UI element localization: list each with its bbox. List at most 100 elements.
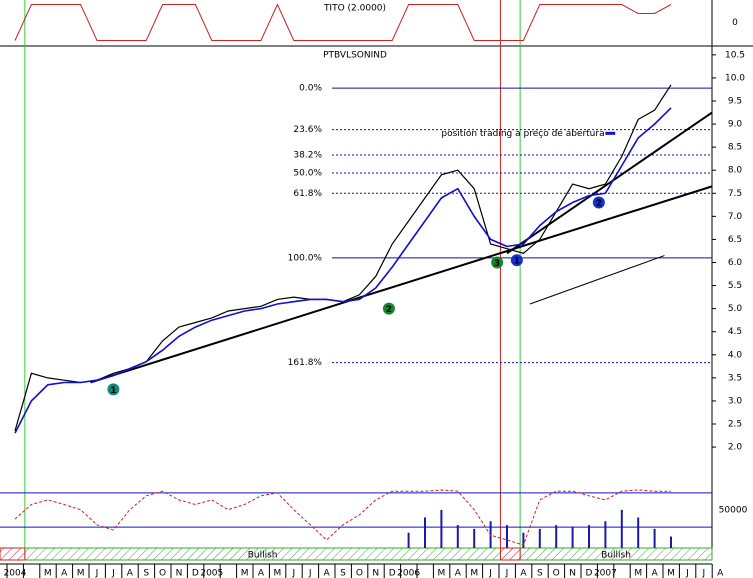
tito-title: TITO (2.0000): [323, 4, 386, 14]
trend-line: [90, 185, 713, 384]
tito-line: [14, 3, 672, 41]
y-tick-label: 8.0: [728, 166, 743, 176]
x-tick-label: J: [488, 569, 492, 578]
bearish-band: [0, 547, 26, 561]
x-tick-label: 2005: [200, 569, 223, 578]
y-tick-label: 2.5: [728, 420, 742, 430]
regime-label: Bullish: [601, 551, 631, 561]
marker-label: 2: [596, 199, 602, 209]
volume-bar: [637, 517, 640, 548]
x-tick-label: J: [95, 569, 99, 578]
y-tick-label: 5.5: [728, 281, 742, 291]
volume-bar: [440, 509, 443, 548]
volume-bar: [620, 509, 623, 548]
x-tick-label: A: [324, 569, 331, 578]
x-tick-label: M: [241, 569, 249, 578]
y-tick-label: 4.0: [728, 350, 743, 360]
tito-tick-label: 0: [732, 18, 738, 28]
x-tick-label: M: [667, 569, 675, 578]
y-tick-label: 3.0: [728, 396, 743, 406]
x-tick-label: J: [505, 569, 509, 578]
volume-bar: [506, 525, 508, 548]
x-tick-label: M: [44, 569, 52, 578]
volume-bar: [538, 528, 541, 548]
x-tick-label: N: [176, 569, 183, 578]
x-tick-label: O: [356, 569, 363, 578]
x-tick-label: O: [553, 569, 560, 578]
x-tick-label: J: [685, 569, 689, 578]
fib-label: 100.0%: [288, 253, 323, 263]
x-tick-label: M: [274, 569, 282, 578]
fib-label: 161.8%: [288, 358, 323, 368]
y-tick-label: 5.0: [728, 304, 743, 314]
x-tick-label: 2006: [397, 569, 420, 578]
y-tick-label: 3.5: [728, 373, 742, 383]
y-tick-label: 6.0: [728, 258, 743, 268]
marker-label: 2: [386, 305, 392, 315]
x-tick-label: 2004: [4, 569, 27, 578]
x-tick-label: J: [701, 569, 705, 578]
x-tick-label: S: [537, 569, 543, 578]
x-tick-label: A: [61, 569, 68, 578]
fib-label: 61.8%: [293, 189, 322, 199]
trend-line: [506, 111, 713, 255]
marker: [491, 256, 504, 269]
x-tick-label: A: [717, 569, 724, 578]
bearish-band: [499, 547, 521, 561]
fib-label: 0.0%: [299, 84, 322, 94]
fib-label: 38.2%: [293, 150, 322, 160]
x-tick-label: M: [470, 569, 478, 578]
x-tick-label: A: [258, 569, 265, 578]
x-tick-label: N: [372, 569, 379, 578]
trend-line: [529, 255, 665, 305]
y-tick-label: 2.0: [728, 443, 743, 453]
marker: [592, 196, 605, 209]
annotation: position trading a preço de abertura: [441, 129, 604, 139]
fib-label: 23.6%: [293, 125, 322, 135]
volume-bar: [604, 521, 607, 548]
marker: [510, 254, 523, 267]
volume-bar: [522, 532, 525, 548]
x-tick-label: A: [520, 569, 527, 578]
x-tick-label: A: [652, 569, 659, 578]
marker-label: 1: [514, 257, 520, 267]
fib-label: 50.0%: [293, 168, 322, 178]
marker-label: 3: [494, 259, 500, 269]
x-tick-label: D: [192, 569, 199, 578]
x-tick-label: A: [127, 569, 134, 578]
volume-tick-label: 50000: [719, 505, 748, 515]
x-tick-label: J: [291, 569, 295, 578]
y-tick-label: 7.0: [728, 212, 743, 222]
y-tick-label: 10.5: [725, 50, 745, 60]
y-tick-label: 6.5: [728, 235, 742, 245]
x-tick-label: O: [159, 569, 166, 578]
y-tick-label: 7.5: [728, 189, 742, 199]
volume-bar: [473, 528, 476, 548]
x-tick-label: S: [143, 569, 149, 578]
y-tick-label: 8.5: [728, 143, 742, 153]
y-tick-label: 10.0: [725, 73, 745, 83]
x-tick-label: D: [389, 569, 396, 578]
y-tick-label: 9.0: [728, 120, 743, 130]
marker: [382, 302, 395, 315]
volume-bar: [571, 526, 574, 548]
x-tick-label: J: [308, 569, 312, 578]
regime-label: Bullish: [248, 551, 278, 561]
volume-bar: [424, 517, 426, 548]
volume-bar: [407, 532, 410, 548]
y-tick-label: 9.5: [728, 96, 742, 106]
x-tick-label: N: [569, 569, 576, 578]
volume-bar: [670, 536, 672, 548]
marker-label: 1: [110, 386, 116, 396]
x-tick-label: M: [77, 569, 85, 578]
x-tick-label: D: [586, 569, 593, 578]
x-tick-label: S: [340, 569, 346, 578]
chart-title: PTBVLSONIND: [323, 51, 387, 61]
marker: [107, 383, 120, 396]
oscillator-line: [14, 489, 671, 546]
y-tick-label: 4.5: [728, 327, 742, 337]
x-tick-label: A: [455, 569, 462, 578]
x-tick-label: 2007: [594, 569, 617, 578]
